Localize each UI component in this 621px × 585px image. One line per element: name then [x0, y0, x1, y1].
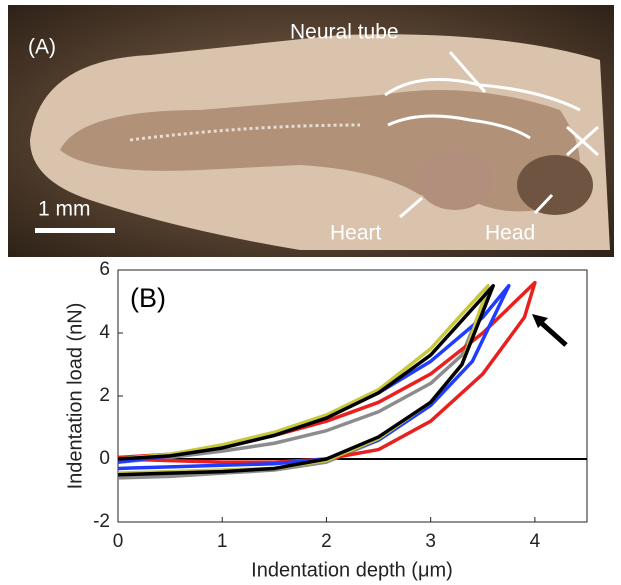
scale-label: 1 mm: [38, 198, 91, 221]
x-tick-label: 2: [321, 531, 332, 552]
x-tick-label: 4: [530, 531, 541, 552]
outline: [387, 114, 531, 140]
cross-mark: [565, 125, 600, 157]
arrow: [399, 51, 554, 219]
x-tick-label: 3: [425, 531, 436, 552]
annotation: (B): [130, 283, 166, 313]
y-tick-label: 2: [99, 385, 110, 406]
y-tick-label: -2: [93, 511, 110, 532]
plot-area: [117, 269, 588, 523]
y-tick-label: 4: [99, 322, 110, 343]
y-axis-label: Indentation load (nN): [64, 303, 86, 490]
arrow: [536, 318, 568, 347]
y-tick-label: 0: [99, 448, 110, 469]
head-region: [517, 155, 593, 215]
curve: [117, 284, 495, 477]
label: Heart: [330, 222, 382, 245]
panel-label: (A): [28, 36, 56, 59]
arrow-head: [532, 314, 548, 328]
label: Neural tube: [290, 21, 399, 44]
heart-region: [417, 150, 493, 210]
x-tick-label: 0: [113, 531, 124, 552]
label: Head: [485, 222, 535, 245]
scale-bar: [35, 228, 115, 233]
y-tick-label: 6: [99, 259, 110, 280]
x-tick-label: 1: [217, 531, 228, 552]
x-axis-label: Indentation depth (μm): [251, 559, 453, 581]
photo: (A) Neural tube Heart Head 1 mm: [8, 5, 614, 257]
